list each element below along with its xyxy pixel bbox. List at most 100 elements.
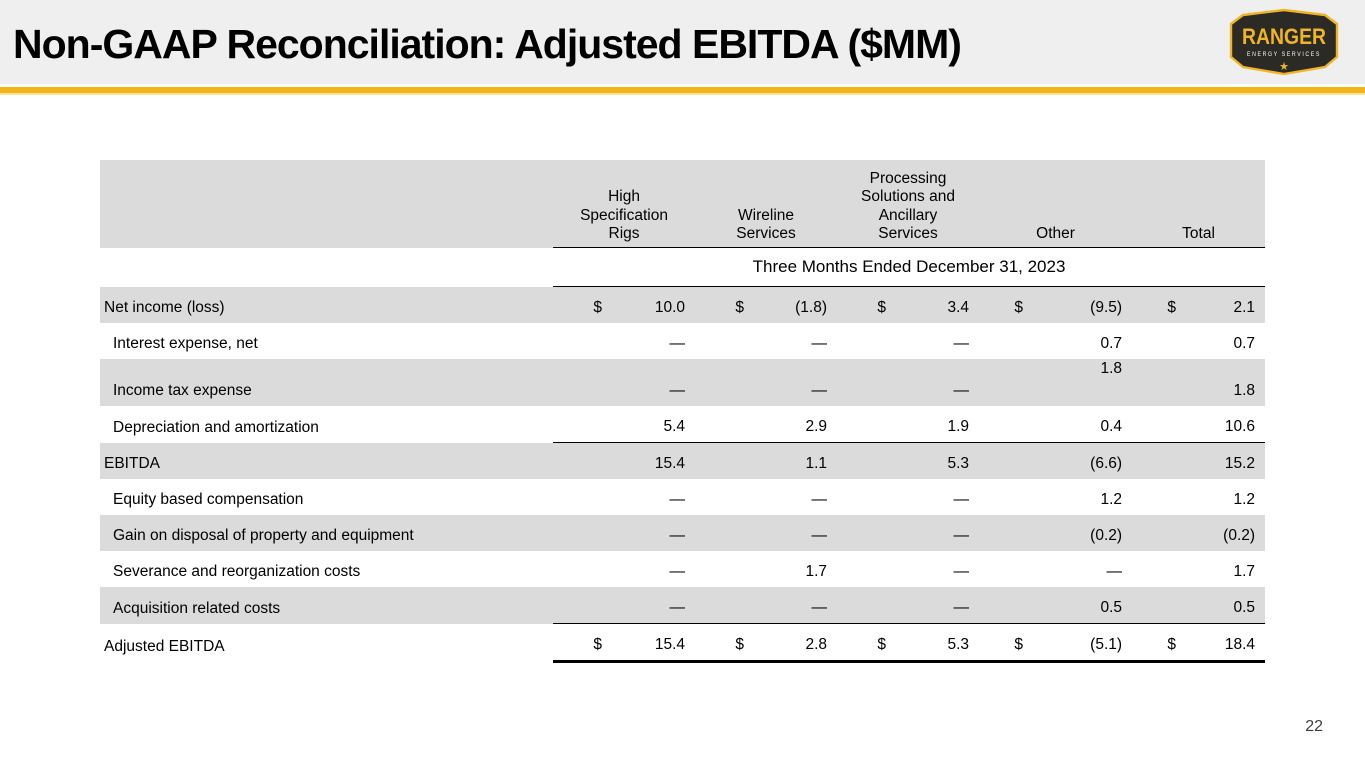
cell-value: (9.5) — [1029, 286, 1133, 323]
cell-value: 3.4 — [892, 286, 980, 323]
dollar-sign: $ — [553, 623, 608, 663]
dollar-sign: $ — [1132, 623, 1183, 663]
dollar-sign — [1132, 515, 1183, 551]
dollar-sign — [553, 479, 608, 515]
cell-value: — — [953, 491, 970, 508]
column-header-processing-solutions: Processing Solutions and Ancillary Servi… — [837, 160, 980, 248]
dollar-sign: $ — [837, 623, 893, 663]
cell-value: — — [750, 587, 838, 624]
table-row-depreciation: Depreciation and amortization 5.4 2.9 1.… — [100, 406, 1266, 443]
dollar-sign — [979, 406, 1030, 443]
dollar-sign — [1132, 323, 1182, 359]
cell-value: — — [1106, 563, 1123, 580]
dollar-sign — [553, 515, 608, 551]
gold-divider-fade — [0, 93, 1365, 95]
dollar-sign — [979, 551, 1029, 587]
period-header: Three Months Ended December 31, 2023 — [553, 247, 1266, 287]
cell-value: (5.1) — [1029, 623, 1133, 663]
company-logo: RANGER ENERGY SERVICES ★ — [1228, 8, 1340, 76]
row-label: Acquisition related costs — [100, 587, 553, 624]
dollar-sign — [837, 587, 893, 624]
dollar-sign — [695, 515, 751, 551]
cell-value: 1.8 — [1029, 359, 1133, 406]
row-label: Income tax expense — [100, 359, 553, 406]
dollar-sign — [837, 323, 892, 359]
cell-value: 1.2 — [1233, 491, 1256, 508]
cell-value: 5.3 — [892, 623, 980, 663]
cell-value: — — [892, 515, 980, 551]
cell-value: — — [811, 491, 828, 508]
table-row-severance: Severance and reorganization costs — 1.7… — [100, 551, 1265, 587]
cell-value: — — [608, 515, 696, 551]
cell-value: 0.5 — [1182, 587, 1266, 624]
dollar-sign: $ — [979, 623, 1030, 663]
dollar-sign — [695, 479, 750, 515]
reconciliation-table: High Specification Rigs Wireline Service… — [100, 160, 1266, 663]
cell-value: — — [953, 563, 970, 580]
dollar-sign — [1132, 359, 1183, 406]
dollar-sign — [837, 442, 893, 479]
dollar-sign: $ — [695, 623, 751, 663]
dollar-sign — [553, 442, 608, 479]
cell-value: — — [669, 335, 686, 352]
dollar-sign — [837, 515, 893, 551]
dollar-sign — [979, 587, 1030, 624]
table-row-net-income: Net income (loss) $ 10.0 $ (1.8) $ 3.4 $… — [100, 286, 1266, 323]
dollar-sign — [695, 359, 751, 406]
dollar-sign — [837, 551, 892, 587]
logo-brand-text: RANGER — [1242, 24, 1326, 49]
row-label: Depreciation and amortization — [113, 418, 319, 436]
cell-value: 1.7 — [805, 563, 828, 580]
dollar-sign — [979, 515, 1030, 551]
logo-tagline-text: ENERGY SERVICES — [1247, 51, 1321, 58]
ranger-badge-icon: RANGER ENERGY SERVICES ★ — [1229, 8, 1339, 76]
cell-value: — — [608, 587, 696, 624]
dollar-sign — [695, 587, 751, 624]
header-label-spacer — [100, 160, 553, 248]
cell-value: 2.8 — [750, 623, 838, 663]
row-label: Net income (loss) — [100, 286, 553, 323]
column-header-wireline-services: Wireline Services — [695, 160, 838, 248]
dollar-sign — [1132, 442, 1183, 479]
column-header-other: Other — [979, 160, 1133, 248]
cell-value: 1.7 — [1233, 563, 1256, 580]
cell-value: 15.2 — [1182, 442, 1266, 479]
logo-star-icon: ★ — [1279, 61, 1289, 73]
row-label: Adjusted EBITDA — [104, 637, 225, 655]
column-header-total: Total — [1132, 160, 1266, 248]
dollar-sign — [695, 442, 751, 479]
period-label-spacer — [100, 248, 553, 287]
dollar-sign — [695, 406, 751, 443]
cell-value: (0.2) — [1182, 515, 1266, 551]
cell-value: 2.1 — [1182, 286, 1266, 323]
cell-value: (1.8) — [750, 286, 838, 323]
cell-value: 0.7 — [1100, 335, 1123, 352]
dollar-sign: $ — [1132, 286, 1183, 323]
table-row-adjusted-ebitda: Adjusted EBITDA $ 15.4 $ 2.8 $ 5.3 $ (5.… — [100, 623, 1266, 663]
cell-value: — — [750, 359, 838, 406]
dollar-sign — [979, 323, 1029, 359]
cell-value: 0.4 — [1029, 406, 1133, 443]
page-number: 22 — [1305, 718, 1323, 735]
slide-header-banner: Non-GAAP Reconciliation: Adjusted EBITDA… — [0, 0, 1365, 84]
table-row-acquisition-costs: Acquisition related costs — — — 0.5 0.5 — [100, 587, 1266, 624]
table-header-row: High Specification Rigs Wireline Service… — [100, 160, 1266, 248]
page-title: Non-GAAP Reconciliation: Adjusted EBITDA… — [13, 21, 962, 67]
dollar-sign: $ — [837, 286, 893, 323]
cell-value: 5.3 — [892, 442, 980, 479]
cell-value: — — [669, 491, 686, 508]
dollar-sign: $ — [553, 286, 608, 323]
dollar-sign — [837, 406, 893, 443]
cell-value: 10.0 — [608, 286, 696, 323]
row-label: Gain on disposal of property and equipme… — [100, 515, 553, 551]
row-label: Severance and reorganization costs — [113, 563, 361, 580]
cell-value: — — [892, 587, 980, 624]
cell-value: (6.6) — [1029, 442, 1133, 479]
cell-value: 10.6 — [1182, 406, 1266, 443]
cell-value: — — [953, 335, 970, 352]
cell-value: (0.2) — [1029, 515, 1133, 551]
dollar-sign — [979, 359, 1030, 406]
dollar-sign — [979, 479, 1029, 515]
dollar-sign — [1132, 479, 1182, 515]
row-label: Interest expense, net — [113, 335, 258, 352]
